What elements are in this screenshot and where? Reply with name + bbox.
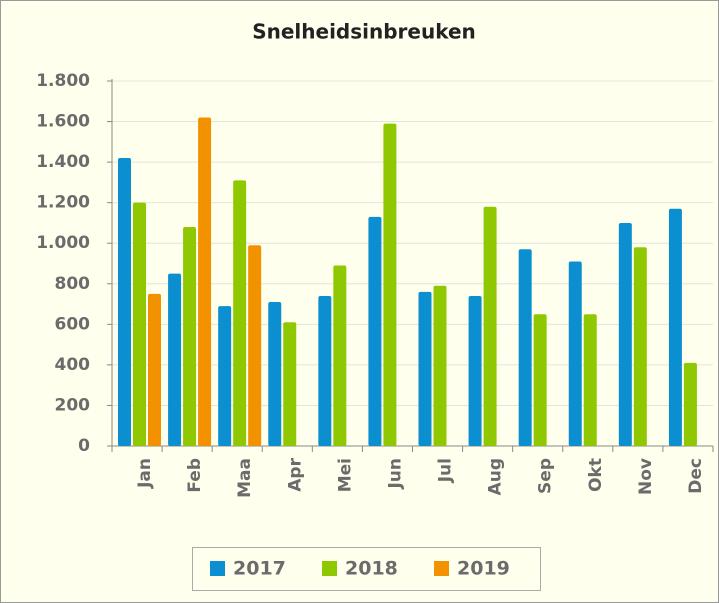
x-tick-label: Dec xyxy=(686,458,706,494)
bar xyxy=(283,322,297,446)
y-tick-label: 1.600 xyxy=(36,112,90,132)
x-tick-label: Jun xyxy=(385,458,405,490)
bar xyxy=(198,117,212,446)
x-tick-label: Nov xyxy=(636,458,656,495)
bar xyxy=(568,261,582,446)
bar xyxy=(668,208,682,446)
bar xyxy=(418,291,432,446)
bar xyxy=(333,265,347,446)
bar xyxy=(368,216,382,446)
bar xyxy=(268,302,282,446)
y-tick-label: 0 xyxy=(78,436,90,456)
y-tick-label: 600 xyxy=(55,314,91,334)
x-tick-label: Sep xyxy=(536,458,556,494)
bar xyxy=(383,123,397,446)
y-tick-label: 1.200 xyxy=(36,193,90,213)
bar xyxy=(518,249,532,446)
bar xyxy=(218,306,232,446)
bar xyxy=(183,227,197,446)
bar xyxy=(633,247,647,446)
bar xyxy=(683,362,697,446)
legend-swatch xyxy=(322,561,337,576)
x-tick-label: Feb xyxy=(185,458,205,493)
x-tick-label: Maa xyxy=(235,458,255,498)
legend-swatch xyxy=(434,561,449,576)
x-tick-label: Aug xyxy=(486,458,506,495)
legend-swatch xyxy=(210,561,225,576)
bar xyxy=(248,245,262,446)
y-tick-label: 800 xyxy=(55,274,91,294)
bar xyxy=(318,295,332,446)
y-tick-label: 400 xyxy=(55,355,91,375)
bar xyxy=(118,158,131,447)
bar xyxy=(148,293,161,446)
bar xyxy=(133,202,146,446)
chart-title: Snelheidsinbreuken xyxy=(252,20,476,44)
bar xyxy=(468,295,482,446)
bar xyxy=(618,222,632,446)
legend-label: 2018 xyxy=(345,558,398,580)
legend-label: 2019 xyxy=(457,558,510,580)
bar xyxy=(168,273,182,446)
y-tick-label: 1.400 xyxy=(36,152,90,172)
bar xyxy=(433,285,447,446)
legend-label: 2017 xyxy=(233,558,286,580)
x-tick-label: Apr xyxy=(285,457,305,491)
legend xyxy=(192,547,541,591)
y-tick-label: 200 xyxy=(55,395,91,415)
bar xyxy=(483,206,497,446)
x-tick-label: Mei xyxy=(335,458,355,492)
x-tick-label: Okt xyxy=(586,458,606,492)
bar xyxy=(533,314,547,446)
x-tick-label: Jan xyxy=(135,458,155,489)
bar xyxy=(583,314,597,446)
y-tick-label: 1.800 xyxy=(36,71,90,91)
y-tick-label: 1.000 xyxy=(36,233,90,253)
x-tick-label: Jul xyxy=(436,458,456,483)
bar xyxy=(233,180,247,446)
